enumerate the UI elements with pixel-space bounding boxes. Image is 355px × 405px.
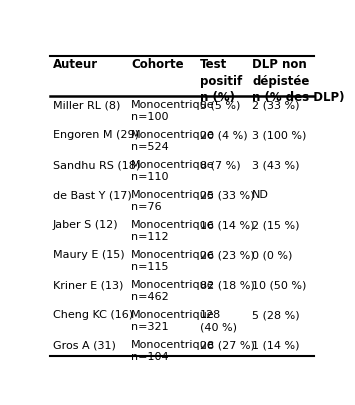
Text: Monocentrique
n=524: Monocentrique n=524 xyxy=(131,130,215,152)
Text: Monocentrique
n=104: Monocentrique n=104 xyxy=(131,339,215,362)
Text: 2 (15 %): 2 (15 %) xyxy=(252,220,300,230)
Text: 128
(40 %): 128 (40 %) xyxy=(200,309,237,332)
Text: Monocentrique
n=462: Monocentrique n=462 xyxy=(131,280,215,302)
Text: Sandhu RS (18): Sandhu RS (18) xyxy=(53,160,140,170)
Text: 28 (27 %): 28 (27 %) xyxy=(200,339,255,350)
Text: 26 (23 %): 26 (23 %) xyxy=(200,250,255,260)
Text: 5 (28 %): 5 (28 %) xyxy=(252,309,300,320)
Text: Maury E (15): Maury E (15) xyxy=(53,250,124,260)
Text: Monocentrique
n=110: Monocentrique n=110 xyxy=(131,160,215,182)
Text: DLP non
dépistée
n (% des DLP): DLP non dépistée n (% des DLP) xyxy=(252,58,345,104)
Text: ND: ND xyxy=(252,190,269,200)
Text: Miller RL (8): Miller RL (8) xyxy=(53,100,120,110)
Text: Test
positif
n (%): Test positif n (%) xyxy=(200,58,242,104)
Text: Monocentrique
n=321: Monocentrique n=321 xyxy=(131,309,215,332)
Text: 2 (33 %): 2 (33 %) xyxy=(252,100,300,110)
Text: 0 (0 %): 0 (0 %) xyxy=(252,250,293,260)
Text: Gros A (31): Gros A (31) xyxy=(53,339,115,350)
Text: Cheng KC (16): Cheng KC (16) xyxy=(53,309,133,320)
Text: 3 (100 %): 3 (100 %) xyxy=(252,130,306,140)
Text: 1 (14 %): 1 (14 %) xyxy=(252,339,300,350)
Text: Monocentrique
n=115: Monocentrique n=115 xyxy=(131,250,215,272)
Text: Engoren M (29): Engoren M (29) xyxy=(53,130,139,140)
Text: Monocentrique
n=112: Monocentrique n=112 xyxy=(131,220,215,242)
Text: 16 (14 %): 16 (14 %) xyxy=(200,220,254,230)
Text: 10 (50 %): 10 (50 %) xyxy=(252,280,306,290)
Text: Monocentrique
n=100: Monocentrique n=100 xyxy=(131,100,215,122)
Text: 5 (5 %): 5 (5 %) xyxy=(200,100,240,110)
Text: 25 (33 %): 25 (33 %) xyxy=(200,190,254,200)
Text: 8 (7 %): 8 (7 %) xyxy=(200,160,240,170)
Text: Auteur: Auteur xyxy=(53,58,98,71)
Text: de Bast Y (17): de Bast Y (17) xyxy=(53,190,131,200)
Text: Monocentrique
n=76: Monocentrique n=76 xyxy=(131,190,215,212)
Text: Cohorte: Cohorte xyxy=(131,58,184,71)
Text: Kriner E (13): Kriner E (13) xyxy=(53,280,123,290)
Text: Jaber S (12): Jaber S (12) xyxy=(53,220,118,230)
Text: 20 (4 %): 20 (4 %) xyxy=(200,130,247,140)
Text: 82 (18 %): 82 (18 %) xyxy=(200,280,255,290)
Text: 3 (43 %): 3 (43 %) xyxy=(252,160,300,170)
